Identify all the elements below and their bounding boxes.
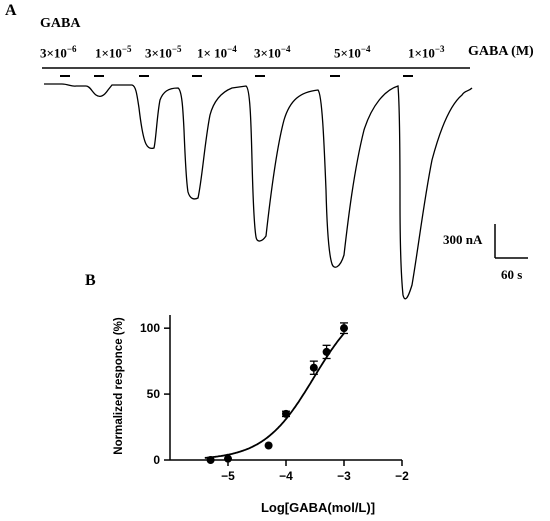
scale-time-label: 60 s — [501, 267, 523, 282]
gaba-header: GABA — [40, 16, 81, 31]
data-point — [322, 347, 331, 356]
concentration-label: 3×10−4 — [254, 44, 291, 61]
gaba-unit-label: GABA (M) — [468, 44, 534, 59]
data-point — [206, 456, 215, 464]
scale-current-label: 300 nA — [443, 232, 483, 247]
panel-a-letter: A — [5, 2, 17, 19]
dose-response-chart: 0 50 100 −5 −4 −3 −2 — [140, 315, 409, 483]
y-tick-label: 50 — [147, 387, 161, 401]
data-point — [340, 324, 348, 333]
concentration-label: 3×10−5 — [145, 44, 182, 61]
data-point — [309, 363, 318, 372]
y-axis-label: Normalized responce (%) — [113, 317, 125, 455]
x-tick-label: −4 — [279, 469, 293, 483]
concentration-label: 1×10−3 — [408, 44, 445, 61]
x-tick-label: −3 — [337, 469, 351, 483]
current-trace — [44, 83, 473, 300]
data-point — [264, 441, 273, 450]
panel-b-letter: B — [85, 272, 96, 289]
x-tick-label: −5 — [221, 469, 235, 483]
data-point — [282, 409, 290, 418]
y-tick-label: 100 — [140, 321, 160, 335]
concentration-label: 1×10−5 — [95, 44, 132, 61]
x-axis-label: Log[GABA(mol/L)] — [260, 500, 376, 515]
concentration-label: 3×10−6 — [40, 44, 77, 61]
y-tick-label: 0 — [153, 453, 160, 467]
concentration-label: 1× 10−4 — [197, 44, 237, 61]
x-tick-label: −2 — [395, 469, 409, 483]
concentration-label: 5×10−4 — [334, 44, 371, 61]
data-point — [224, 454, 232, 463]
